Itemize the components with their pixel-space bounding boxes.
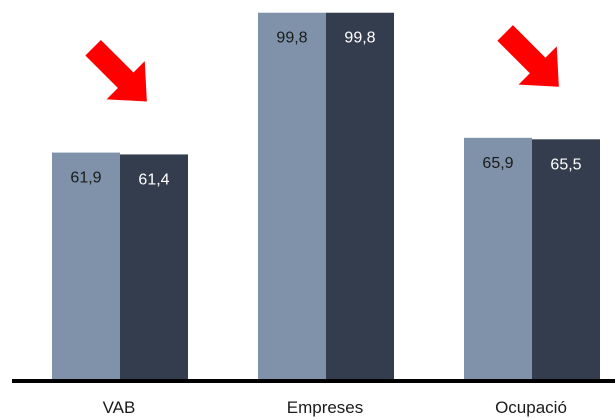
- trend-arrows-group: [85, 25, 559, 102]
- bar-vab-series-2: [120, 154, 188, 381]
- bars-group: 61,9 99,8 65,9 61,4 99,8 65,5: [52, 12, 600, 381]
- category-label-vab: VAB: [103, 398, 136, 417]
- bar-ocupacio-series-2: [532, 139, 600, 381]
- bar-vab-series-1: [52, 152, 120, 381]
- trend-down-arrow-icon-ocupacio: [497, 25, 559, 87]
- data-label-ocupacio-series-1: 65,9: [482, 155, 513, 172]
- bar-empreses-series-1: [258, 12, 326, 381]
- bar-ocupacio-series-1: [464, 137, 532, 381]
- category-labels-group: VAB Empreses Ocupació: [103, 398, 567, 417]
- category-label-empreses: Empreses: [287, 398, 364, 417]
- data-label-vab-series-1: 61,9: [70, 170, 101, 187]
- category-label-ocupacio: Ocupació: [495, 398, 567, 417]
- data-label-empreses-series-1: 99,8: [276, 30, 307, 47]
- data-label-vab-series-2: 61,4: [138, 171, 169, 188]
- trend-down-arrow-icon-vab: [85, 39, 147, 102]
- bar-empreses-series-2: [326, 12, 394, 381]
- data-label-ocupacio-series-2: 65,5: [550, 156, 581, 173]
- data-label-empreses-series-2: 99,8: [344, 30, 375, 47]
